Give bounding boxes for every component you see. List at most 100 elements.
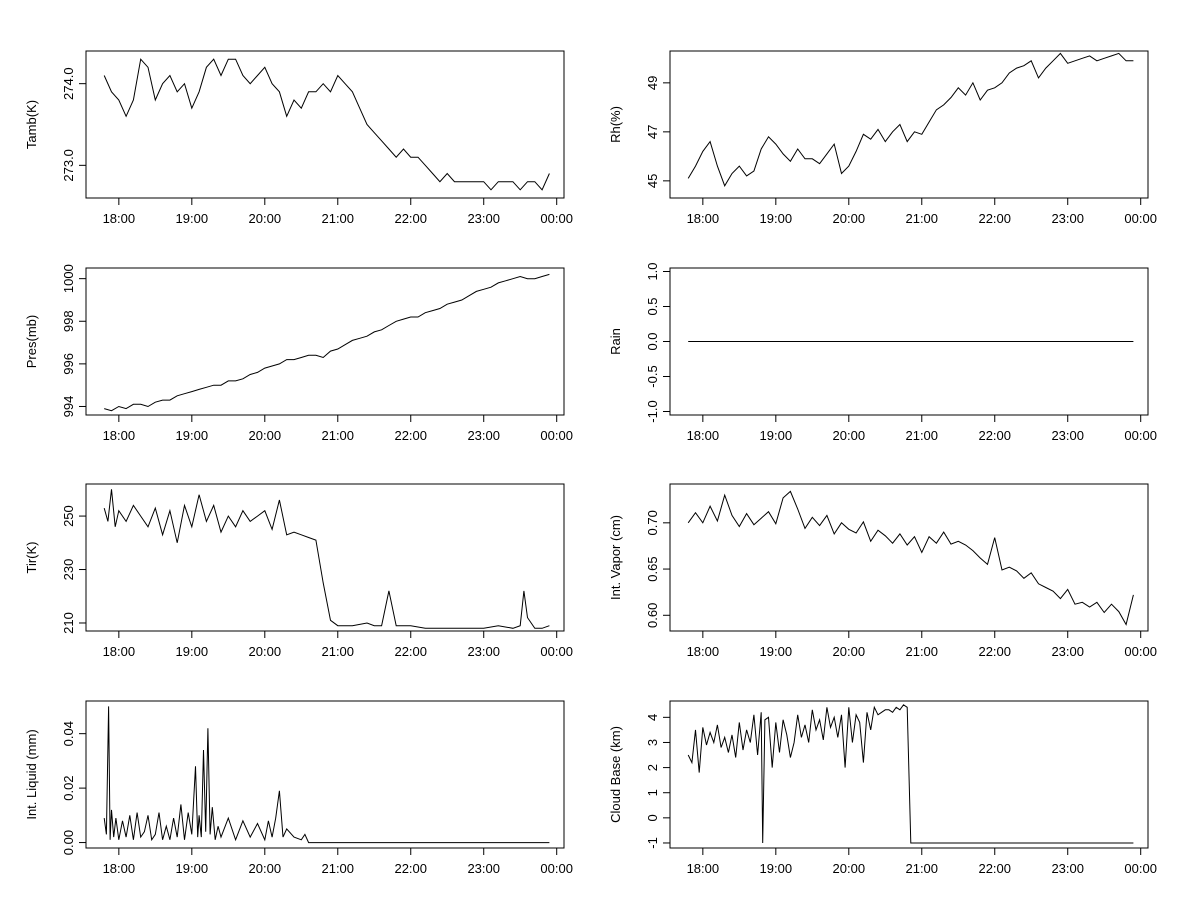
y-tick-label: 45 [645, 174, 660, 188]
y-tick-label: 0.0 [645, 332, 660, 350]
x-tick-label: 19:00 [176, 211, 209, 226]
x-tick-label: 23:00 [1051, 428, 1084, 443]
y-axis-label: Rh(%) [608, 106, 623, 143]
x-tick-label: 21:00 [905, 644, 938, 659]
x-tick-label: 23:00 [467, 428, 500, 443]
x-tick-label: 00:00 [540, 861, 573, 876]
chart-panel-2: 18:00 19:00 20:00 21:00 22:00 23:00 00:00 45 47 4… [608, 50, 1157, 226]
x-tick-label: 23:00 [1051, 861, 1084, 876]
chart-panel-6: 18:00 19:00 20:00 21:00 22:00 23:00 00:00 0.60 0… [608, 483, 1157, 659]
chart-panel-3: 18:00 19:00 20:00 21:00 22:00 23:00 00:00 994 99… [24, 264, 573, 443]
x-tick-label: 19:00 [760, 861, 793, 876]
x-tick-label: 20:00 [833, 861, 866, 876]
x-tick-label: 00:00 [1124, 861, 1157, 876]
x-tick-label: 21:00 [321, 861, 354, 876]
x-tick-label: 21:00 [905, 211, 938, 226]
series-line [104, 273, 550, 412]
x-tick-label: 00:00 [540, 428, 573, 443]
y-tick-label: 0.60 [645, 603, 660, 628]
y-tick-label: 0 [645, 814, 660, 821]
y-tick-label: 1.0 [645, 262, 660, 280]
series-line [103, 489, 550, 629]
x-tick-label: 20:00 [249, 211, 282, 226]
x-tick-label: 21:00 [905, 861, 938, 876]
x-tick-label: 20:00 [833, 644, 866, 659]
y-tick-label: -0.5 [645, 365, 660, 387]
y-tick-label: 0.04 [61, 721, 76, 746]
y-tick-label: 2 [645, 764, 660, 771]
chart-panel-4: 18:00 19:00 20:00 21:00 22:00 23:00 00:00 -1.0 -… [608, 262, 1157, 443]
y-axis-label: Cloud Base (km) [608, 726, 623, 823]
x-tick-label: 18:00 [687, 428, 720, 443]
series-line [103, 58, 550, 191]
plot-frame [85, 700, 565, 849]
y-axis-label: Tamb(K) [24, 100, 39, 149]
y-tick-label: 49 [645, 76, 660, 90]
y-tick-label: 0.70 [645, 510, 660, 535]
y-tick-label: 273.0 [61, 149, 76, 182]
x-tick-label: 20:00 [249, 644, 282, 659]
plot-frame [85, 267, 565, 416]
plot-frame [85, 483, 565, 632]
y-tick-label: -1.0 [645, 400, 660, 422]
x-tick-label: 21:00 [321, 428, 354, 443]
x-tick-label: 23:00 [1051, 211, 1084, 226]
series-line [687, 704, 1134, 844]
y-tick-label: 0.65 [645, 556, 660, 581]
x-tick-label: 19:00 [760, 211, 793, 226]
plot-frame [85, 50, 565, 199]
y-axis-label: Int. Vapor (cm) [608, 515, 623, 600]
plot-frame [669, 50, 1149, 199]
x-tick-label: 19:00 [176, 428, 209, 443]
x-tick-label: 18:00 [103, 428, 136, 443]
y-tick-label: 994 [61, 396, 76, 418]
y-tick-label: 3 [645, 739, 660, 746]
x-tick-label: 22:00 [394, 211, 427, 226]
x-tick-label: 21:00 [905, 428, 938, 443]
y-tick-label: -1 [645, 837, 660, 849]
chart-panel-8: 18:00 19:00 20:00 21:00 22:00 23:00 00:00 -1 0 1 2… [608, 700, 1157, 876]
x-tick-label: 00:00 [540, 211, 573, 226]
plot-frame [669, 483, 1149, 632]
y-tick-label: 210 [61, 612, 76, 634]
x-tick-label: 18:00 [687, 211, 720, 226]
y-tick-label: 1 [645, 789, 660, 796]
chart-panel-5: 18:00 19:00 20:00 21:00 22:00 23:00 00:00 210 23… [24, 483, 573, 659]
x-tick-label: 20:00 [833, 428, 866, 443]
y-axis-label: Int. Liquid (mm) [24, 729, 39, 819]
x-tick-label: 00:00 [1124, 211, 1157, 226]
y-tick-label: 0.5 [645, 297, 660, 315]
series-line [103, 706, 550, 844]
x-tick-label: 23:00 [467, 644, 500, 659]
y-tick-label: 998 [61, 310, 76, 332]
x-tick-label: 20:00 [833, 211, 866, 226]
y-tick-label: 47 [645, 125, 660, 139]
x-tick-label: 00:00 [1124, 644, 1157, 659]
x-tick-label: 23:00 [467, 211, 500, 226]
x-tick-label: 23:00 [467, 861, 500, 876]
y-tick-label: 0.00 [61, 830, 76, 855]
chart-panel-7: 18:00 19:00 20:00 21:00 22:00 23:00 00:00 0.00 0… [24, 700, 573, 876]
x-tick-label: 18:00 [103, 861, 136, 876]
x-tick-label: 00:00 [1124, 428, 1157, 443]
x-tick-label: 22:00 [394, 428, 427, 443]
series-line [687, 52, 1134, 187]
x-tick-label: 18:00 [103, 211, 136, 226]
y-tick-label: 250 [61, 505, 76, 527]
y-tick-label: 274.0 [61, 67, 76, 100]
x-tick-label: 23:00 [1051, 644, 1084, 659]
y-tick-label: 1000 [61, 264, 76, 293]
y-axis-label: Rain [608, 328, 623, 355]
x-tick-label: 22:00 [394, 861, 427, 876]
x-tick-label: 21:00 [321, 211, 354, 226]
x-tick-label: 19:00 [176, 644, 209, 659]
x-tick-label: 18:00 [687, 644, 720, 659]
x-tick-label: 22:00 [978, 428, 1011, 443]
y-tick-label: 0.02 [61, 775, 76, 800]
y-axis-label: Tir(K) [24, 541, 39, 573]
x-tick-label: 22:00 [394, 644, 427, 659]
x-tick-label: 22:00 [978, 211, 1011, 226]
x-tick-label: 22:00 [978, 644, 1011, 659]
x-tick-label: 00:00 [540, 644, 573, 659]
